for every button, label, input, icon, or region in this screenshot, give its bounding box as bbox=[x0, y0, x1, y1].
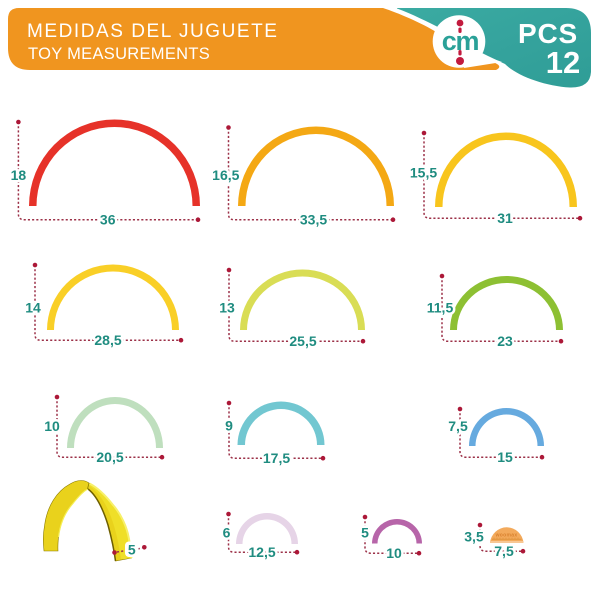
svg-text:7,5: 7,5 bbox=[494, 543, 514, 559]
svg-text:woomax: woomax bbox=[495, 533, 518, 539]
svg-text:31: 31 bbox=[497, 210, 513, 226]
svg-text:3,5: 3,5 bbox=[464, 529, 484, 545]
svg-text:9: 9 bbox=[225, 418, 233, 434]
svg-text:10: 10 bbox=[386, 545, 402, 561]
svg-text:12,5: 12,5 bbox=[248, 544, 275, 560]
svg-text:5: 5 bbox=[128, 542, 136, 558]
svg-text:7,5: 7,5 bbox=[448, 418, 468, 434]
svg-text:36: 36 bbox=[100, 212, 116, 228]
svg-text:18: 18 bbox=[11, 167, 27, 183]
svg-text:10: 10 bbox=[44, 418, 60, 434]
svg-text:14: 14 bbox=[25, 300, 41, 316]
svg-text:6: 6 bbox=[223, 525, 231, 541]
svg-text:20,5: 20,5 bbox=[96, 449, 123, 465]
svg-text:11,5: 11,5 bbox=[427, 300, 454, 316]
svg-text:13: 13 bbox=[219, 300, 235, 316]
svg-text:25,5: 25,5 bbox=[289, 333, 316, 349]
svg-text:MEDIDAS DEL JUGUETE: MEDIDAS DEL JUGUETE bbox=[27, 21, 279, 42]
svg-text:PCS: PCS bbox=[518, 18, 578, 49]
svg-text:15,5: 15,5 bbox=[410, 165, 437, 181]
svg-text:16,5: 16,5 bbox=[212, 167, 239, 183]
svg-text:33,5: 33,5 bbox=[300, 212, 327, 228]
svg-text:15: 15 bbox=[497, 449, 513, 465]
svg-text:TOY MEASUREMENTS: TOY MEASUREMENTS bbox=[28, 45, 210, 63]
svg-text:5: 5 bbox=[361, 525, 369, 541]
svg-text:12: 12 bbox=[546, 45, 580, 80]
svg-text:23: 23 bbox=[497, 333, 513, 349]
svg-text:17,5: 17,5 bbox=[263, 450, 290, 466]
svg-text:28,5: 28,5 bbox=[94, 332, 121, 348]
